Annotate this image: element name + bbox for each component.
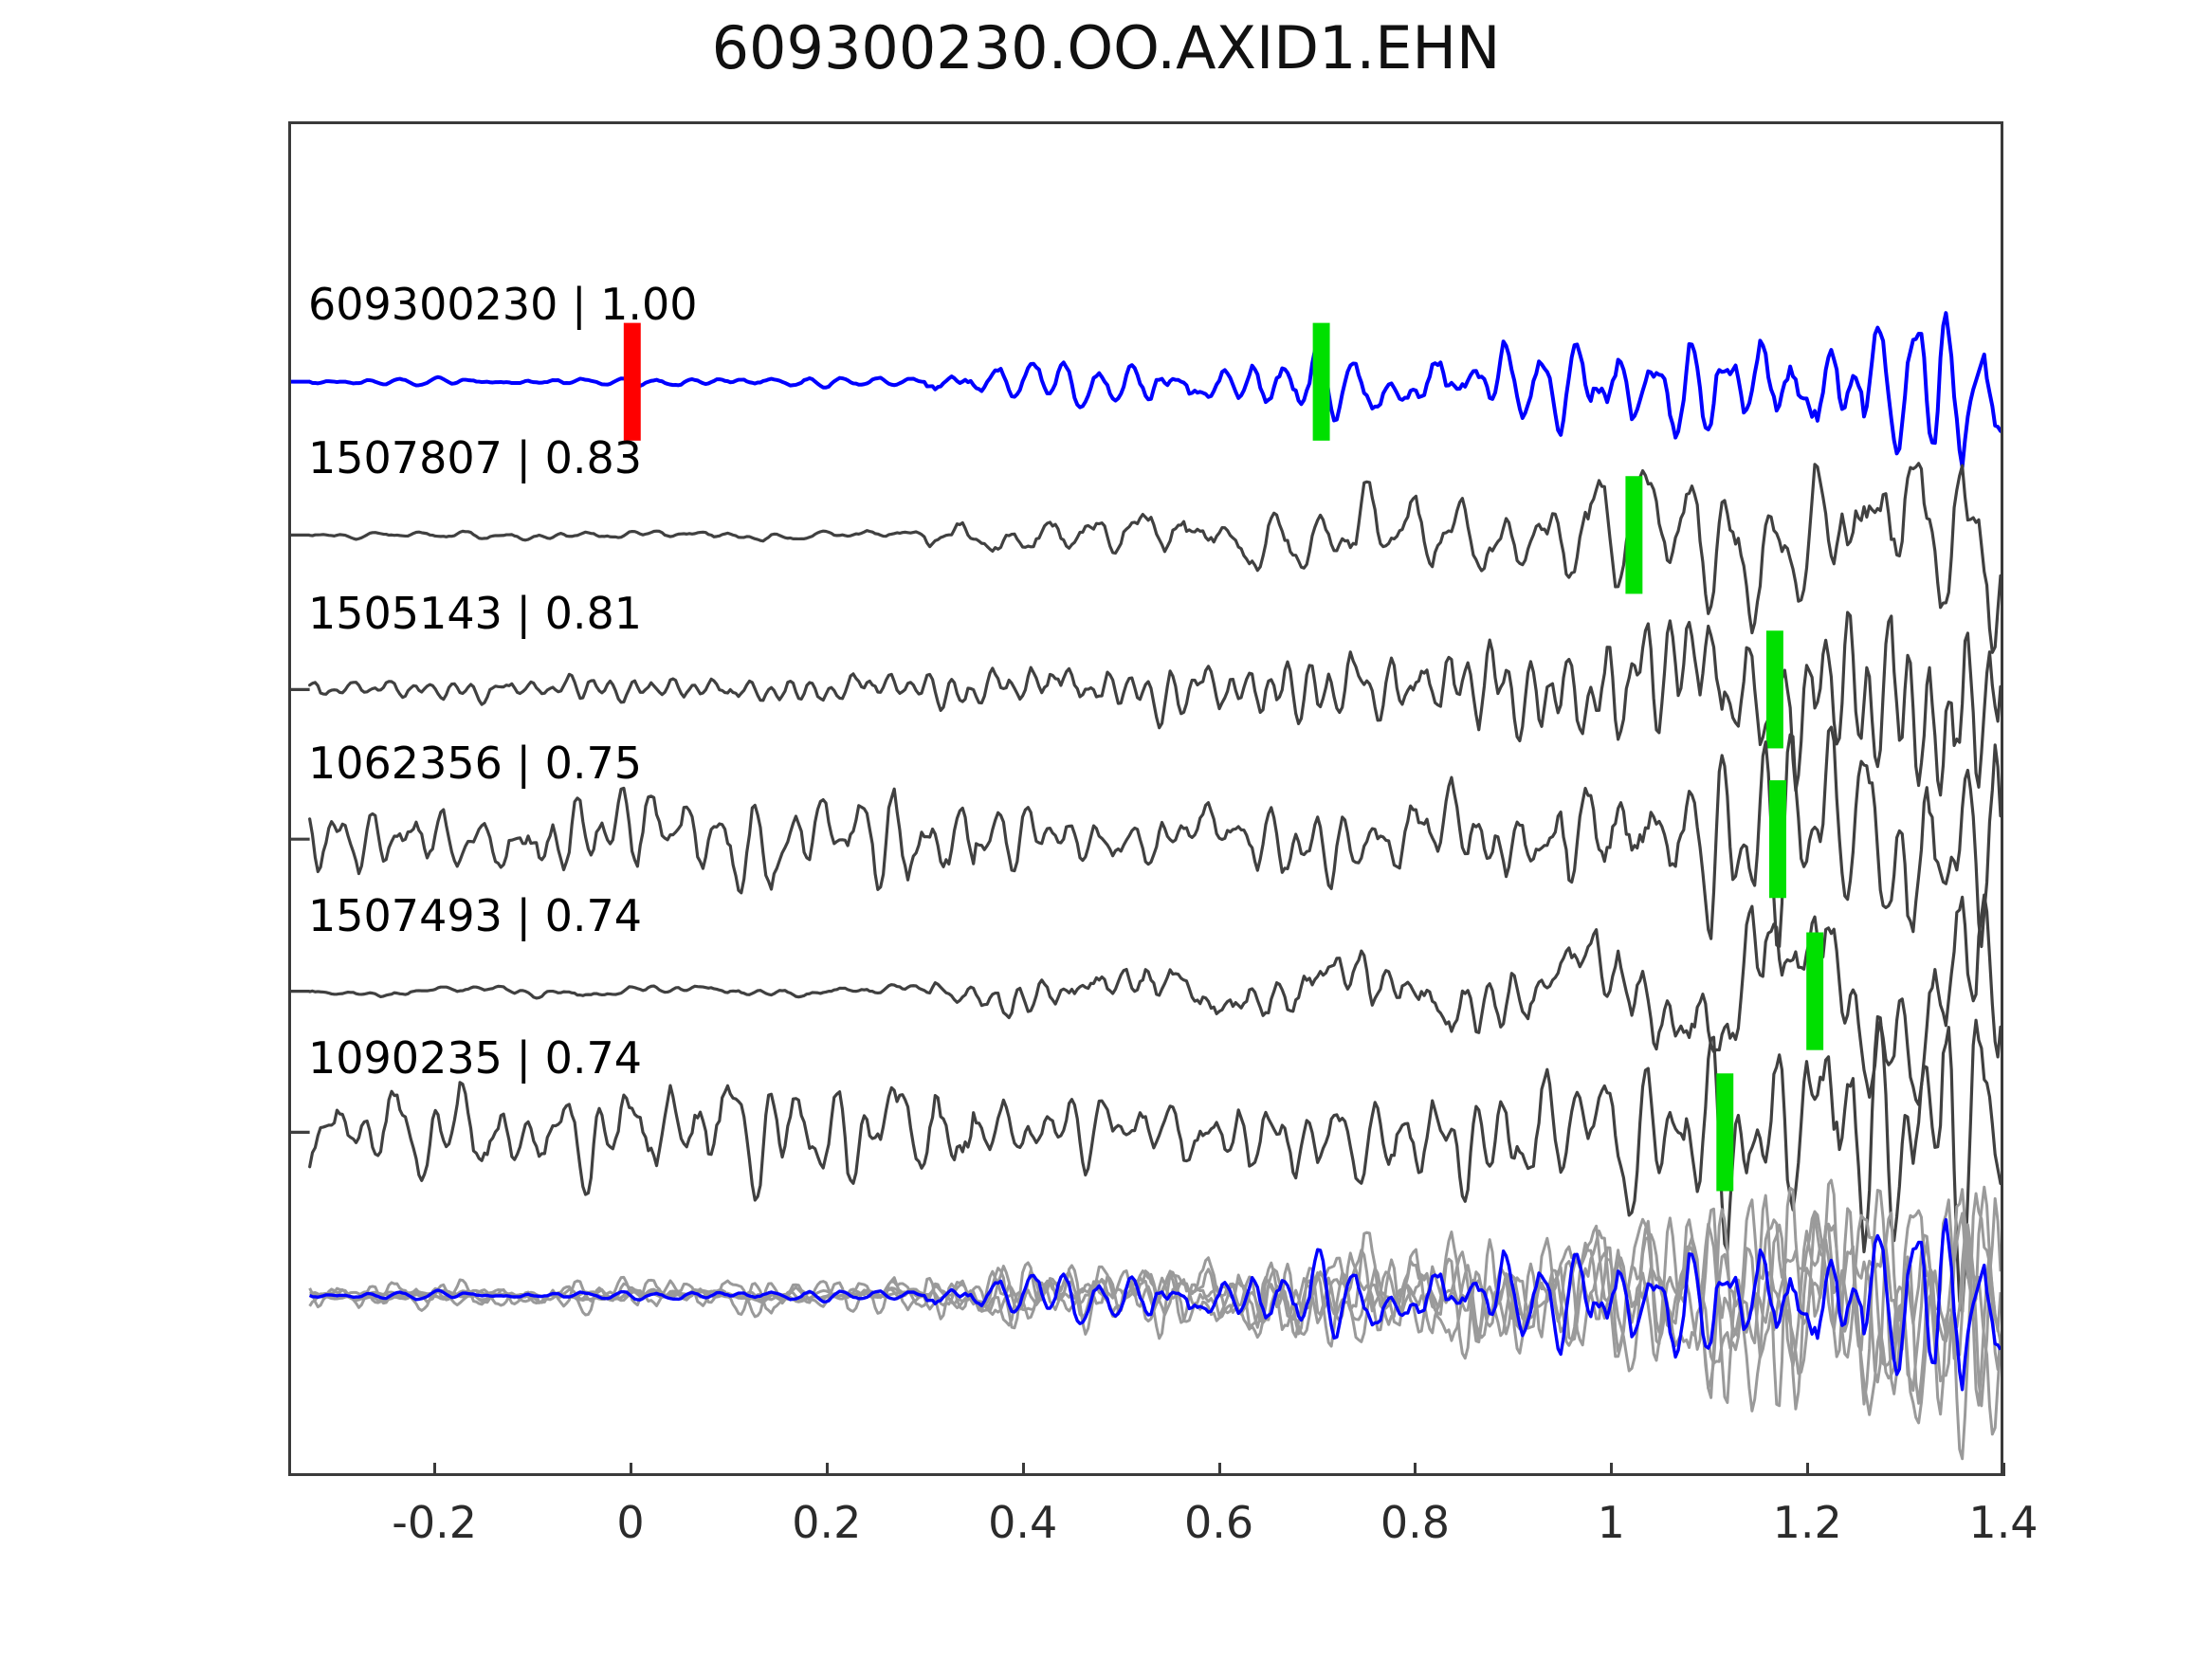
x-tick-mark-8	[2002, 1463, 2005, 1476]
overlay-gray-trace-1090235	[308, 1189, 2001, 1461]
trace-line-609300230	[307, 311, 2001, 469]
trace-label-609300230: 609300230 | 1.00	[308, 278, 698, 330]
x-tick-label-6: 1	[1597, 1497, 1625, 1548]
pick-green-marker-1090235	[1716, 1073, 1734, 1192]
pick-green-marker-609300230	[1312, 322, 1330, 441]
x-tick-label-5: 0.8	[1380, 1497, 1450, 1548]
trace-label-1507493: 1507493 | 0.74	[308, 890, 643, 942]
pick-green-marker-1507493	[1806, 932, 1824, 1050]
pick-green-marker-1507807	[1625, 476, 1643, 594]
x-tick-mark-5	[1414, 1463, 1417, 1476]
x-tick-mark-6	[1610, 1463, 1614, 1476]
x-tick-label-0: -0.2	[392, 1497, 478, 1548]
plot-area: 609300230 | 1.00 1507807 | 0.83 1505143 | …	[288, 121, 2003, 1476]
x-tick-label-1: 0	[616, 1497, 645, 1548]
x-tick-mark-2	[825, 1463, 829, 1476]
page-title: 609300230.OO.AXID1.EHN	[711, 13, 1501, 82]
x-tick-label-8: 1.4	[1968, 1497, 2038, 1548]
x-tick-mark-0	[433, 1463, 437, 1476]
overlay-gray-trace-1507493	[309, 1185, 2001, 1425]
x-tick-mark-1	[630, 1463, 632, 1476]
x-tick-mark-3	[1021, 1463, 1025, 1476]
trace-line-1507807	[308, 462, 2001, 654]
pick-green-marker-1505143	[1765, 630, 1783, 749]
trace-label-1507807: 1507807 | 0.83	[308, 432, 643, 484]
pick-red-marker-609300230	[623, 322, 641, 441]
waveform-canvas	[291, 311, 2001, 1461]
trace-label-1505143: 1505143 | 0.81	[308, 587, 643, 639]
x-tick-label-3: 0.4	[988, 1497, 1058, 1548]
x-tick-mark-4	[1217, 1463, 1221, 1476]
x-tick-mark-7	[1806, 1463, 1810, 1476]
trace-line-1507493	[308, 893, 2001, 1106]
trace-line-1062356	[308, 725, 2001, 949]
x-tick-label-4: 0.6	[1183, 1497, 1254, 1548]
pick-green-marker-1062356	[1769, 780, 1786, 899]
x-tick-label-2: 0.2	[792, 1497, 862, 1548]
trace-line-1505143	[308, 611, 2001, 797]
trace-label-1062356: 1062356 | 0.75	[308, 738, 643, 790]
overlay-template-trace	[308, 1217, 2001, 1392]
trace-label-1090235: 1090235 | 0.74	[308, 1031, 643, 1084]
x-tick-label-7: 1.2	[1772, 1497, 1842, 1548]
